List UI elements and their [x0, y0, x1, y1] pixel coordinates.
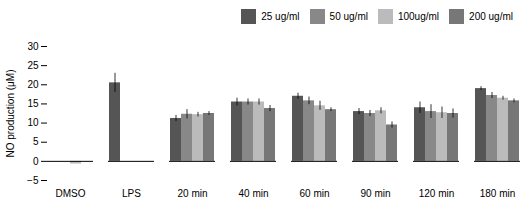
svg-text:−5: −5 — [27, 175, 39, 186]
svg-text:25: 25 — [27, 60, 39, 71]
svg-text:DMSO: DMSO — [56, 188, 86, 199]
svg-text:30: 30 — [27, 41, 39, 52]
html-text:50 ug/ml: 50 ug/ml — [329, 11, 368, 22]
svg-text:5: 5 — [33, 136, 39, 147]
html-text:200 ug/ml: 200 ug/ml — [469, 11, 513, 22]
svg-text:120 min: 120 min — [419, 188, 455, 199]
svg-text:20: 20 — [27, 79, 39, 90]
html-text:25 ug/ml: 25 ug/ml — [261, 11, 300, 22]
svg-text:20 min: 20 min — [177, 188, 207, 199]
svg-text:NO production (μM): NO production (μM) — [5, 69, 16, 157]
svg-text:90 min: 90 min — [360, 188, 390, 199]
svg-text:0: 0 — [33, 156, 39, 167]
svg-text:180 min: 180 min — [480, 188, 516, 199]
svg-text:60 min: 60 min — [299, 188, 329, 199]
svg-text:LPS: LPS — [122, 188, 141, 199]
svg-text:40 min: 40 min — [238, 188, 268, 199]
svg-text:10: 10 — [27, 117, 39, 128]
svg-text:15: 15 — [27, 98, 39, 109]
html-text:100ug/ml: 100ug/ml — [397, 11, 440, 22]
